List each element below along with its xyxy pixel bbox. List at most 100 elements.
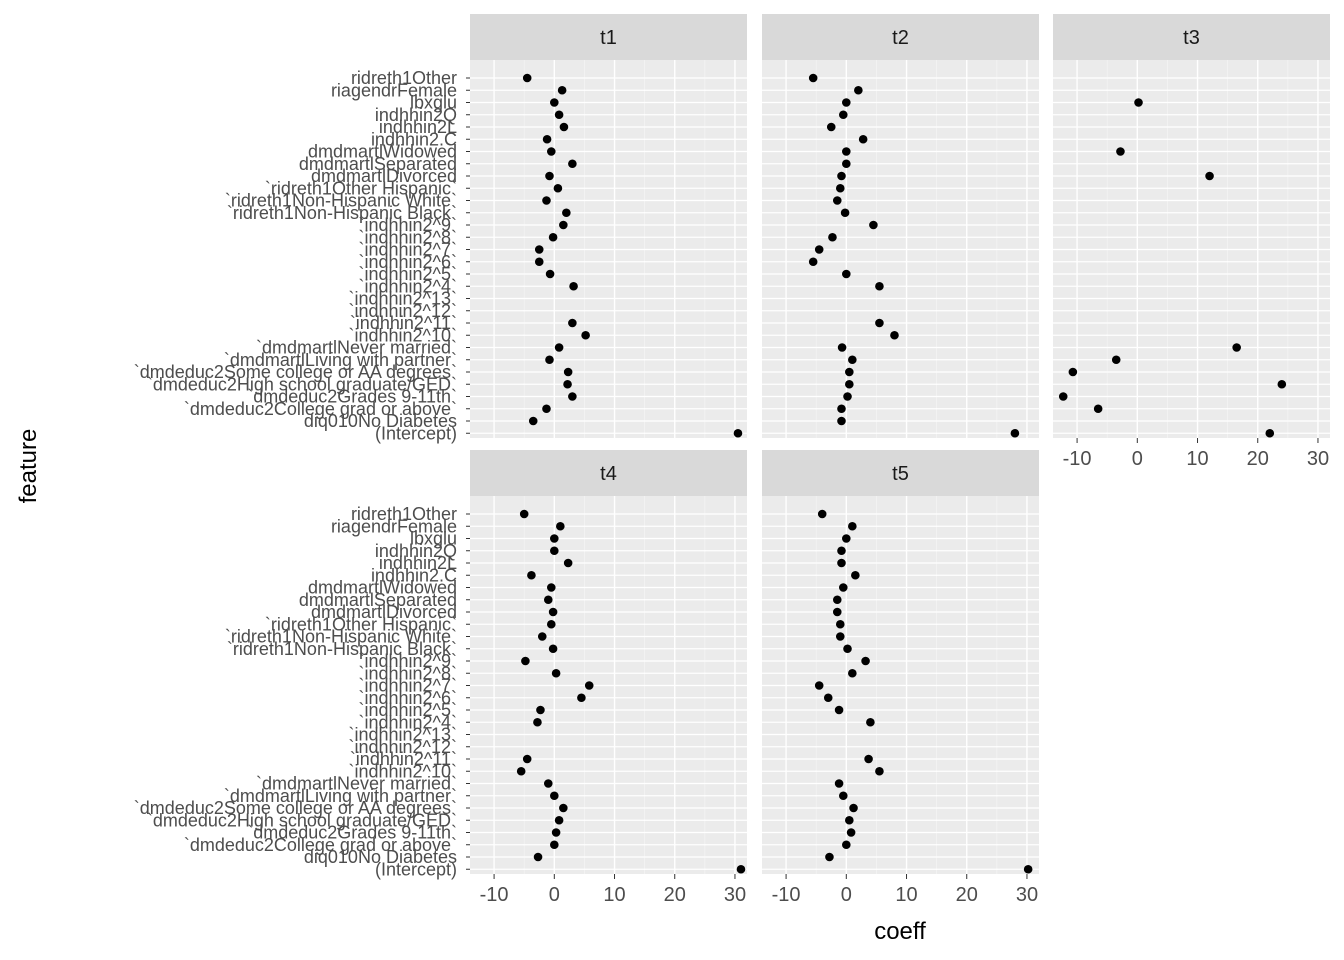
- y-tick-label: ridreth1Other: [351, 68, 457, 88]
- data-point: [527, 570, 536, 580]
- y-tick-label: dmdmartlDivorced: [311, 166, 457, 186]
- facet-strip-label: t2: [892, 27, 909, 49]
- data-point: [550, 546, 559, 556]
- y-tick-label: `ridreth1Non-Hispanic Black`: [227, 639, 457, 659]
- y-tick-label: indhhin2L: [379, 117, 457, 137]
- data-point: [1058, 392, 1068, 401]
- data-point: [875, 318, 884, 328]
- data-point: [521, 656, 530, 666]
- x-axis-title: coeff: [874, 918, 926, 945]
- y-tick-label: indhhin2Q: [375, 541, 457, 561]
- x-tick-label: 30: [724, 884, 746, 906]
- data-point: [842, 534, 851, 543]
- data-point: [842, 147, 851, 156]
- data-point: [890, 330, 899, 340]
- y-tick-label: `indhhin2^6`: [358, 252, 457, 272]
- data-point: [554, 815, 564, 825]
- data-point: [837, 171, 846, 181]
- data-point: [563, 558, 573, 568]
- y-tick-label: `ridreth1Non-Hispanic Black`: [227, 203, 457, 223]
- x-tick-label: 20: [956, 884, 978, 906]
- y-tick-label: indhhin2L: [379, 553, 457, 573]
- y-tick-label: indhhin2.C: [371, 129, 457, 149]
- data-point: [808, 257, 818, 267]
- y-tick-label: lbxglu: [410, 93, 457, 113]
- data-point: [823, 693, 833, 703]
- x-tick-label: 10: [603, 884, 625, 906]
- data-point: [543, 595, 553, 605]
- data-point: [536, 705, 545, 715]
- y-tick-label: `indhhin2^9`: [358, 651, 457, 671]
- data-point: [554, 343, 564, 352]
- data-point: [546, 147, 556, 156]
- x-tick-label: 20: [664, 884, 686, 906]
- data-point: [559, 122, 569, 132]
- y-tick-label: `dmdeduc2College grad or above`: [184, 399, 457, 419]
- data-point: [851, 570, 860, 580]
- facet-strip: [762, 14, 1039, 60]
- data-point: [533, 717, 542, 727]
- y-tick-label: ridreth1Other: [351, 504, 457, 524]
- y-axis-title: feature: [15, 429, 42, 504]
- data-point: [848, 668, 857, 678]
- y-tick-label: (Intercept): [375, 859, 457, 879]
- data-point: [825, 852, 834, 862]
- data-point: [545, 171, 554, 181]
- y-tick-label: indhhin2Q: [375, 105, 457, 125]
- y-tick-label: `indhhin2^12`: [348, 301, 457, 321]
- data-point: [1116, 147, 1125, 156]
- data-point: [845, 815, 854, 825]
- x-tick-label: -10: [772, 884, 801, 906]
- data-point: [842, 269, 851, 279]
- data-point: [1265, 428, 1275, 438]
- data-point: [1010, 428, 1020, 438]
- y-tick-label: `ridreth1Non-Hispanic White`: [225, 191, 457, 211]
- data-point: [537, 632, 547, 641]
- y-tick-label: `indhhin2^10`: [348, 325, 457, 345]
- data-point: [550, 791, 559, 801]
- data-point: [848, 355, 857, 365]
- y-tick-label: (Intercept): [375, 423, 457, 443]
- y-tick-label: dmdmartlDivorced: [311, 602, 457, 622]
- x-tick-label: -10: [1063, 448, 1092, 470]
- y-tick-label: `indhhin2^10`: [348, 761, 457, 781]
- data-point: [733, 428, 743, 438]
- data-point: [550, 98, 559, 107]
- facet-strip-label: t5: [892, 463, 909, 485]
- data-point: [1232, 343, 1241, 352]
- data-point: [837, 343, 847, 352]
- data-point: [835, 619, 845, 629]
- data-point: [533, 852, 543, 862]
- y-tick-label: `indhhin2^13`: [348, 725, 457, 745]
- data-point: [551, 668, 561, 678]
- x-tick-label: 10: [895, 884, 917, 906]
- data-point: [550, 534, 559, 543]
- data-point: [838, 110, 848, 120]
- y-tick-label: riagendrFemale: [331, 80, 457, 100]
- data-point: [843, 644, 852, 654]
- data-point: [854, 85, 863, 95]
- data-point: [834, 779, 844, 788]
- data-point: [1277, 379, 1287, 389]
- data-point: [875, 766, 884, 776]
- data-point: [842, 840, 851, 850]
- y-tick-label: dmdmartlWidowed: [308, 142, 457, 162]
- y-tick-label: `indhhin2^8`: [358, 227, 457, 247]
- data-point: [581, 330, 590, 340]
- data-point: [568, 159, 577, 169]
- data-point: [562, 208, 571, 218]
- y-tick-label: `indhhin2^6`: [358, 688, 457, 708]
- data-point: [838, 791, 848, 801]
- y-tick-label: `indhhin2^5`: [358, 700, 457, 720]
- data-point: [814, 681, 824, 690]
- data-point: [548, 607, 558, 617]
- data-point: [861, 656, 870, 666]
- data-point: [542, 134, 552, 144]
- y-tick-label: dmdmartlSeparated: [299, 154, 457, 174]
- data-point: [548, 232, 558, 242]
- y-tick-label: lbxglu: [410, 529, 457, 549]
- y-tick-label: `ridreth1Other Hispanic`: [265, 614, 457, 634]
- x-tick-label: 30: [1016, 884, 1038, 906]
- data-point: [563, 367, 573, 377]
